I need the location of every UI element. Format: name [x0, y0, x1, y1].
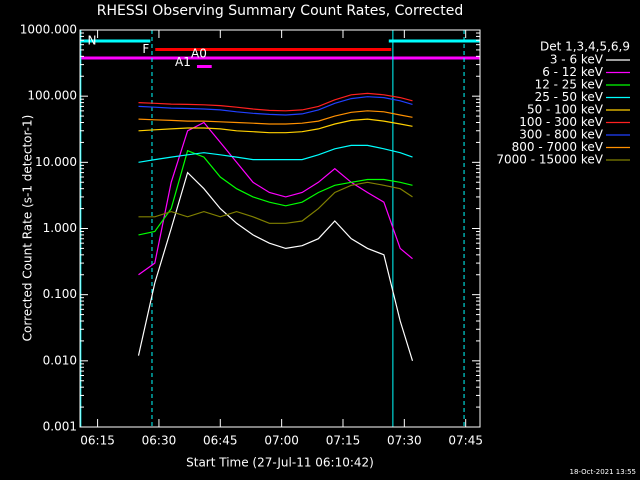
- plot-frame: [79, 29, 481, 428]
- legend-title: Det 1,3,4,5,6,9: [540, 40, 630, 54]
- y-tick-label: 0.010: [43, 353, 77, 367]
- series-line: [138, 144, 413, 163]
- legend-label: 12 - 25 keV: [535, 78, 604, 92]
- series-line: [138, 118, 413, 134]
- series-line: [138, 110, 413, 125]
- series-line: [138, 181, 413, 224]
- series-line: [138, 96, 413, 116]
- legend-label: 7000 - 15000 keV: [496, 153, 603, 167]
- x-tick-label: 07:15: [326, 434, 361, 448]
- x-tick-label: 07:00: [264, 434, 299, 448]
- x-tick-label: 06:15: [80, 434, 115, 448]
- flag-label: N: [88, 34, 97, 48]
- legend-label: 6 - 12 keV: [542, 65, 604, 79]
- legend-label: 3 - 6 keV: [550, 53, 604, 67]
- flag-label: A0: [191, 47, 207, 61]
- x-tick-label: 06:45: [203, 434, 238, 448]
- footer: 18-Oct-2021 13:55: [570, 468, 636, 476]
- series-line: [138, 121, 413, 276]
- series-line: [138, 149, 413, 236]
- x-tick-label: 07:45: [448, 434, 483, 448]
- y-tick-label: 1000.000: [20, 23, 77, 37]
- legend-label: 50 - 100 keV: [527, 103, 604, 117]
- legend-label: 100 - 300 keV: [519, 115, 603, 129]
- y-tick-label: 1.000: [43, 221, 77, 235]
- x-tick-label: 06:30: [142, 434, 177, 448]
- chart-title: RHESSI Observing Summary Count Rates, Co…: [97, 3, 463, 19]
- y-tick-label: 0.001: [43, 420, 77, 434]
- y-axis-label: Corrected Count Rate (s-1 detector-1): [21, 115, 35, 342]
- series-line: [137, 171, 414, 361]
- y-tick-label: 100.000: [27, 89, 77, 103]
- legend-label: 800 - 7000 keV: [512, 140, 604, 154]
- series-line: [138, 92, 413, 112]
- legend-label: 25 - 50 keV: [535, 90, 604, 104]
- flag-label: F: [142, 42, 149, 56]
- legend-label: 300 - 800 keV: [519, 128, 603, 142]
- flag-label: A1: [175, 55, 191, 69]
- x-axis-label: Start Time (27-Jul-11 06:10:42): [186, 456, 374, 470]
- y-tick-label: 10.000: [35, 155, 77, 169]
- x-tick-label: 07:30: [387, 434, 422, 448]
- y-tick-label: 0.100: [43, 287, 77, 301]
